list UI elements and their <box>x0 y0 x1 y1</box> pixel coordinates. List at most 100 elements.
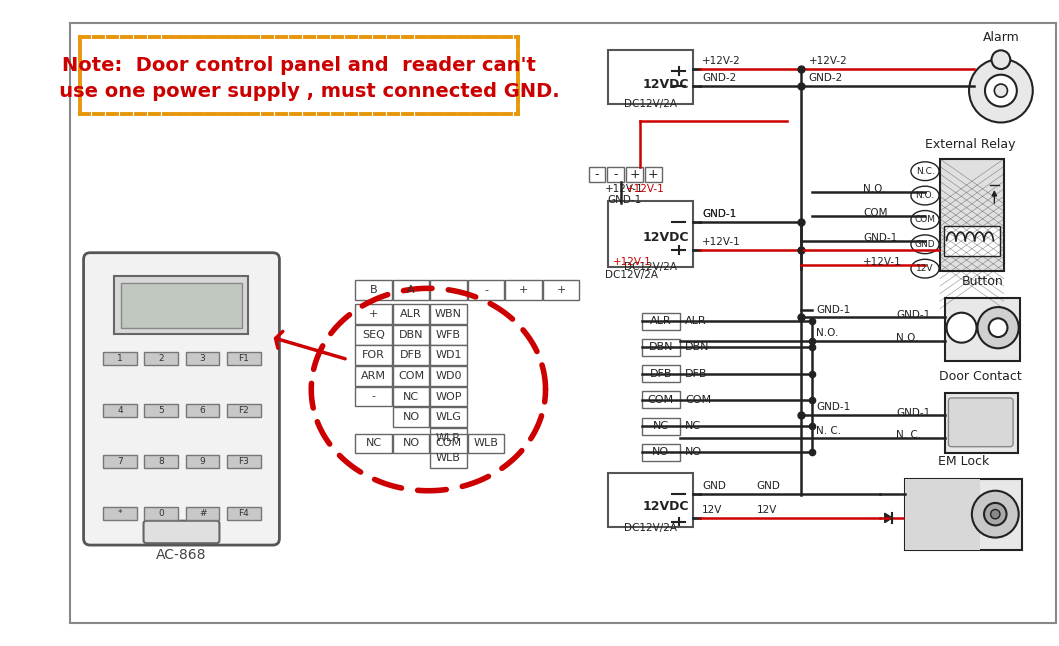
Text: ALR: ALR <box>400 309 421 319</box>
Text: F4: F4 <box>238 508 249 517</box>
Text: use one power supply , must connected GND.: use one power supply , must connected GN… <box>39 82 559 101</box>
FancyBboxPatch shape <box>642 444 680 461</box>
Text: 12VDC: 12VDC <box>643 501 689 514</box>
Polygon shape <box>884 513 893 523</box>
FancyBboxPatch shape <box>626 167 643 182</box>
Text: EM Lock: EM Lock <box>938 455 989 468</box>
Text: B: B <box>370 285 377 295</box>
FancyBboxPatch shape <box>79 37 518 114</box>
FancyBboxPatch shape <box>356 387 392 406</box>
FancyBboxPatch shape <box>430 304 467 324</box>
Text: N.O.: N.O. <box>915 191 935 200</box>
FancyBboxPatch shape <box>645 167 662 182</box>
FancyBboxPatch shape <box>356 346 392 365</box>
FancyBboxPatch shape <box>393 366 429 386</box>
Circle shape <box>972 491 1019 537</box>
FancyBboxPatch shape <box>84 253 280 545</box>
Text: 9: 9 <box>200 457 205 466</box>
FancyBboxPatch shape <box>430 387 467 406</box>
FancyBboxPatch shape <box>356 304 392 324</box>
Text: -: - <box>447 285 450 295</box>
Text: External Relay: External Relay <box>925 138 1016 151</box>
Text: -: - <box>595 169 599 182</box>
Text: COM: COM <box>915 215 935 224</box>
Text: NC: NC <box>403 391 419 402</box>
Text: GND-2: GND-2 <box>809 73 843 83</box>
Text: FOR: FOR <box>362 350 385 360</box>
Text: WFB: WFB <box>436 329 461 340</box>
Text: GND-1: GND-1 <box>607 195 642 205</box>
Text: 12VDC: 12VDC <box>643 78 689 91</box>
FancyBboxPatch shape <box>227 455 261 468</box>
FancyBboxPatch shape <box>144 506 178 520</box>
FancyBboxPatch shape <box>144 455 178 468</box>
Text: SEQ: SEQ <box>362 329 385 340</box>
FancyBboxPatch shape <box>642 391 680 408</box>
Text: N. C.: N. C. <box>896 430 921 441</box>
FancyBboxPatch shape <box>642 417 680 435</box>
Text: 12VDC: 12VDC <box>643 231 689 244</box>
Text: GND-1: GND-1 <box>702 209 736 219</box>
FancyBboxPatch shape <box>468 433 504 453</box>
FancyBboxPatch shape <box>608 473 693 527</box>
FancyBboxPatch shape <box>393 387 429 406</box>
Text: WD0: WD0 <box>435 371 462 381</box>
Text: #: # <box>199 508 207 517</box>
FancyBboxPatch shape <box>393 408 429 427</box>
Circle shape <box>985 75 1017 107</box>
Text: Button: Button <box>962 275 1003 287</box>
FancyBboxPatch shape <box>121 283 241 328</box>
Text: COM: COM <box>435 439 462 448</box>
FancyBboxPatch shape <box>430 428 467 448</box>
Text: -: - <box>613 169 618 182</box>
Circle shape <box>991 50 1010 69</box>
Text: DBN: DBN <box>648 342 674 352</box>
Text: DBN: DBN <box>399 329 424 340</box>
FancyBboxPatch shape <box>949 398 1013 446</box>
Text: GND-1: GND-1 <box>896 408 930 418</box>
Text: Note:  Door control panel and  reader can't: Note: Door control panel and reader can'… <box>62 56 536 75</box>
Text: GND-1: GND-1 <box>896 310 930 320</box>
Text: NO: NO <box>402 412 419 422</box>
FancyBboxPatch shape <box>905 479 981 550</box>
FancyBboxPatch shape <box>642 365 680 382</box>
FancyBboxPatch shape <box>393 346 429 365</box>
FancyBboxPatch shape <box>430 346 467 365</box>
FancyBboxPatch shape <box>356 325 392 344</box>
Circle shape <box>969 59 1033 123</box>
Text: N.O.: N.O. <box>896 333 918 343</box>
Text: +12V-1: +12V-1 <box>613 257 651 267</box>
Text: 12V: 12V <box>756 505 776 516</box>
Text: COM: COM <box>648 395 674 405</box>
FancyBboxPatch shape <box>103 455 137 468</box>
Text: GND: GND <box>702 481 725 491</box>
Text: NO: NO <box>402 439 419 448</box>
Circle shape <box>989 318 1007 337</box>
Text: COM: COM <box>398 371 424 381</box>
Circle shape <box>947 313 976 342</box>
Text: +: + <box>369 309 378 319</box>
FancyBboxPatch shape <box>103 506 137 520</box>
Circle shape <box>984 503 1006 525</box>
FancyBboxPatch shape <box>356 366 392 386</box>
Text: -: - <box>484 285 488 295</box>
Text: DFB: DFB <box>685 369 707 379</box>
FancyBboxPatch shape <box>393 304 429 324</box>
Text: N.C.: N.C. <box>916 167 934 176</box>
FancyBboxPatch shape <box>185 506 219 520</box>
FancyBboxPatch shape <box>608 201 693 267</box>
FancyBboxPatch shape <box>468 280 504 300</box>
FancyBboxPatch shape <box>144 521 219 543</box>
FancyBboxPatch shape <box>70 23 1056 623</box>
FancyBboxPatch shape <box>589 167 606 182</box>
Text: 8: 8 <box>159 457 164 466</box>
Text: GND: GND <box>756 481 780 491</box>
FancyBboxPatch shape <box>944 227 1000 256</box>
Text: DFB: DFB <box>649 369 672 379</box>
Text: +12V-2: +12V-2 <box>702 56 740 67</box>
Text: AC-868: AC-868 <box>157 548 207 563</box>
Text: DC12V/2A: DC12V/2A <box>606 270 659 280</box>
Text: GND-2: GND-2 <box>702 73 736 83</box>
Ellipse shape <box>911 235 939 254</box>
Text: Door Contact: Door Contact <box>939 370 1022 383</box>
